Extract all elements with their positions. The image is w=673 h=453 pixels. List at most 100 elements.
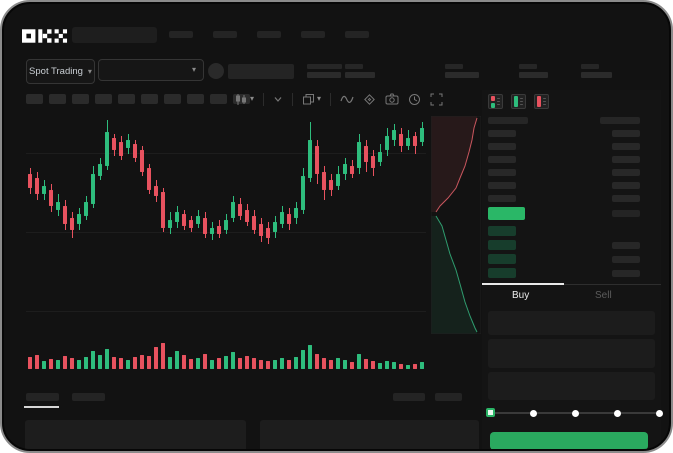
book-combined-icon[interactable] [488, 94, 503, 109]
last-price-badge[interactable] [488, 207, 525, 220]
ask-row[interactable] [482, 156, 661, 165]
ask-row[interactable] [482, 169, 661, 178]
volume-bar [49, 359, 53, 369]
ticker-stat [345, 64, 375, 78]
candle-body [28, 174, 32, 188]
book-bids-only-icon[interactable] [511, 94, 526, 109]
header-search-placeholder[interactable] [72, 27, 157, 43]
volume-bar [378, 363, 382, 369]
bottom-tab-active[interactable] [26, 393, 59, 401]
candle-body [399, 134, 403, 146]
ask-row[interactable] [482, 130, 661, 139]
volume-bar [84, 357, 88, 369]
orderbook-view-toggles [488, 94, 549, 109]
indicator-wave-icon[interactable] [340, 93, 354, 105]
fullscreen-icon[interactable] [430, 93, 443, 106]
okx-logo[interactable] [22, 29, 68, 43]
bottom-action-button[interactable] [393, 393, 425, 401]
camera-icon[interactable] [385, 93, 399, 105]
timeframe-button[interactable] [210, 94, 227, 104]
market-type-label: Spot Trading [29, 66, 83, 77]
nav-item[interactable] [301, 31, 325, 38]
timeframe-button[interactable] [95, 94, 112, 104]
orderbook-panel: Buy Sell [482, 90, 663, 449]
timeframe-button[interactable] [118, 94, 135, 104]
candle-body [280, 212, 284, 224]
volume-bar [350, 362, 354, 369]
volume-bar [182, 355, 186, 369]
tab-buy[interactable]: Buy [512, 290, 530, 301]
candle-body [161, 192, 165, 228]
volume-bar [126, 360, 130, 369]
bid-row[interactable] [482, 268, 661, 279]
stat-label-placeholder [345, 64, 363, 69]
candle-body [119, 142, 123, 156]
ask-row[interactable] [482, 195, 661, 204]
pair-name-placeholder [228, 64, 294, 79]
market-type-selector[interactable]: Spot Trading ▾ [26, 59, 95, 84]
pair-selector[interactable]: ▾ [98, 59, 204, 81]
candle-body [385, 136, 389, 150]
candle-body [105, 132, 109, 166]
slider-stop[interactable] [571, 410, 579, 417]
candle-body [210, 228, 214, 234]
clock-icon[interactable] [408, 93, 421, 106]
candle-body [364, 146, 368, 162]
candle-body [196, 216, 200, 224]
slider-stop[interactable] [613, 410, 621, 417]
amount-input[interactable] [488, 339, 655, 368]
candle-body [378, 152, 382, 162]
timeframe-button[interactable] [141, 94, 158, 104]
bottom-tabs [26, 393, 105, 401]
ask-price-placeholder [488, 182, 516, 189]
nav-item[interactable] [169, 31, 193, 38]
volume-bar [196, 358, 200, 369]
bottom-tab[interactable] [72, 393, 105, 401]
bid-price-placeholder [488, 240, 516, 250]
stat-label-placeholder [519, 64, 537, 69]
bid-row[interactable] [482, 254, 661, 265]
timeframe-button[interactable] [26, 94, 43, 104]
volume-chart [26, 335, 426, 369]
slider-handle[interactable] [486, 408, 495, 417]
timeframe-button[interactable] [72, 94, 89, 104]
candle-body [70, 218, 74, 230]
candle-body [420, 128, 424, 142]
orders-panel-placeholder [25, 420, 246, 449]
timeframe-button[interactable] [187, 94, 204, 104]
candlestick-chart[interactable] [26, 116, 426, 339]
timeframe-button[interactable] [233, 94, 250, 104]
total-input[interactable] [488, 372, 655, 400]
candle-body [42, 186, 46, 194]
ask-row[interactable] [482, 143, 661, 152]
nav-item[interactable] [213, 31, 237, 38]
volume-bar [147, 356, 151, 369]
orderbook-header-amount [600, 117, 640, 124]
interval-caret-icon[interactable] [273, 94, 283, 104]
stat-value-placeholder [445, 72, 479, 78]
compare-icon[interactable]: ▾ [302, 93, 321, 106]
candle-body [140, 150, 144, 172]
buy-button[interactable] [490, 432, 648, 449]
volume-bar [119, 358, 123, 369]
bid-row[interactable] [482, 240, 661, 251]
candle-body [112, 138, 116, 150]
tab-sell[interactable]: Sell [595, 290, 612, 301]
candle-style-icon[interactable]: ▾ [234, 93, 254, 106]
timeframe-bar [26, 94, 250, 104]
toolbar-separator [292, 92, 294, 106]
book-asks-only-icon[interactable] [534, 94, 549, 109]
bottom-action-button[interactable] [435, 393, 462, 401]
draw-diamond-icon[interactable] [363, 93, 376, 106]
slider-stop[interactable] [655, 410, 663, 417]
bid-row[interactable] [482, 226, 661, 237]
nav-item[interactable] [345, 31, 369, 38]
volume-bar [161, 343, 165, 369]
nav-item[interactable] [257, 31, 281, 38]
price-input[interactable] [488, 311, 655, 335]
slider-stop[interactable] [529, 410, 537, 417]
timeframe-button[interactable] [164, 94, 181, 104]
candle-body [168, 220, 172, 228]
timeframe-button[interactable] [49, 94, 66, 104]
ask-row[interactable] [482, 182, 661, 191]
